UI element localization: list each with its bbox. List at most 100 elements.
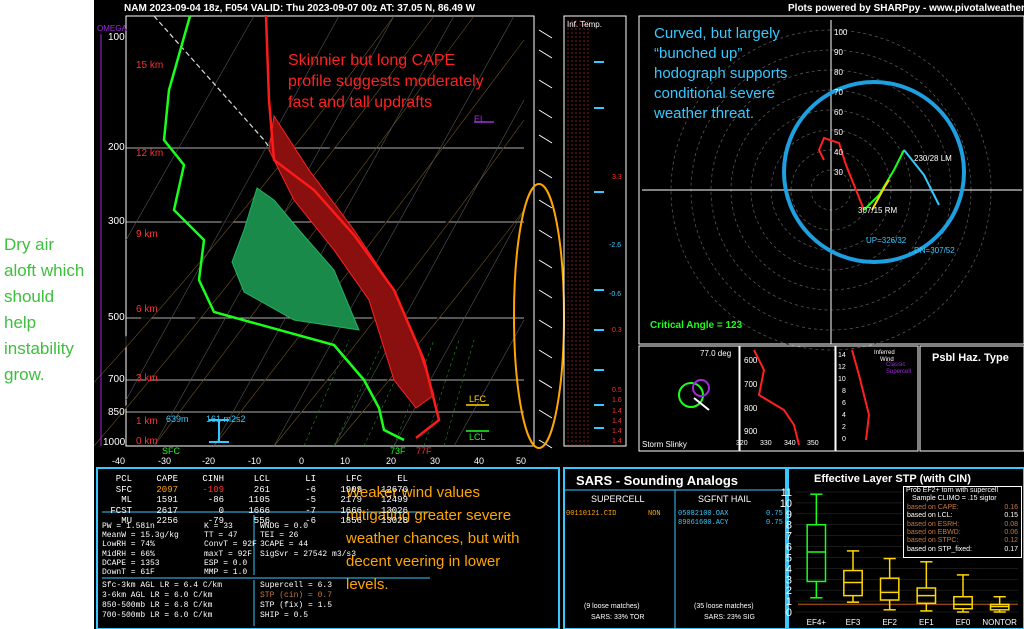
indices-col-2: K = 33 TT = 47 ConvT = 92F maxT = 92F ES… bbox=[204, 522, 257, 577]
sfc-td-label: 73F bbox=[390, 446, 406, 456]
parcel-cell: 12670 bbox=[380, 484, 408, 495]
lfc-label: LFC bbox=[469, 394, 487, 404]
theta-y-tick: 700 bbox=[744, 380, 758, 389]
p-tick-1000: 1000 bbox=[103, 437, 126, 448]
inferred-wind-frame bbox=[835, 345, 919, 452]
h-161-label: 161 m2s2 bbox=[206, 414, 246, 424]
h-label-3: 3 km bbox=[136, 373, 158, 384]
stp-prob-row: based on EBWD: 0.06 bbox=[904, 529, 1021, 537]
parcel-cell: 1909 bbox=[340, 484, 362, 495]
hodo-ring-label: 90 bbox=[834, 48, 843, 57]
theta-trace bbox=[753, 349, 800, 446]
parcel-cell: 1666 bbox=[248, 505, 270, 516]
parcel-table: PCL CAPE CINH LCL LI LFC EL SFC 2097 -10… bbox=[102, 474, 432, 527]
sars-hail-value: 0.75 bbox=[766, 510, 783, 518]
inf-temp-value: -2.6 bbox=[609, 242, 622, 249]
stp-prob-value: 0.08 bbox=[1004, 520, 1018, 528]
stp-box bbox=[806, 523, 827, 583]
p-tick-200: 200 bbox=[108, 142, 125, 153]
index-value: TT = 47 bbox=[204, 531, 238, 541]
index-value: PW = 1.58in bbox=[102, 522, 155, 531]
t-tick: 40 bbox=[474, 456, 485, 466]
parcel-row: MU 2256 -79 556 -6 1856 13026 bbox=[102, 516, 432, 527]
dcape-shading bbox=[231, 187, 360, 331]
dewpoint-trace bbox=[162, 15, 405, 442]
sars-frame bbox=[563, 467, 787, 629]
index-value: DCAPE = 1353 bbox=[102, 558, 160, 568]
hodo-ring-label: 70 bbox=[834, 88, 843, 97]
inf-temp-label: Inf. Temp. bbox=[567, 20, 602, 29]
inf-temp-value: 3.3 bbox=[612, 174, 622, 181]
wind-y-tick: 12 bbox=[838, 364, 846, 371]
wind-highlight-ellipse bbox=[513, 183, 565, 449]
parcel-cell: 1591 bbox=[156, 495, 178, 505]
stp-category-label: EF3 bbox=[846, 618, 861, 627]
slinky-angle: 77.0 deg bbox=[700, 349, 732, 358]
wind-y-tick: 14 bbox=[838, 352, 846, 359]
sars-hail-loose: (35 loose matches) bbox=[694, 603, 754, 610]
hodo-dn-label: DN=307/52 bbox=[914, 246, 955, 255]
p-tick-500: 500 bbox=[108, 312, 125, 323]
stp-prob-value: 0.06 bbox=[1004, 529, 1018, 537]
parcel-cell: MU bbox=[121, 516, 132, 526]
sars-hail-value: 0.75 bbox=[766, 519, 783, 527]
wind-annotation: Weaker wind values mitigating greater se… bbox=[346, 484, 520, 593]
t-tick: 10 bbox=[340, 456, 351, 466]
index-value: MidRH = 66% bbox=[102, 549, 155, 559]
stp-prob-line: based on STPC: bbox=[907, 537, 959, 545]
parcel-cell: 261 bbox=[253, 484, 270, 495]
stp-y-tick: 5 bbox=[786, 552, 792, 564]
hodograph-annotation: Curved, but largely “bunched up” hodogra… bbox=[654, 25, 788, 122]
stp-category-label: EF0 bbox=[956, 618, 971, 627]
index-value: ConvT = 92F bbox=[204, 540, 257, 550]
temperature-trace bbox=[264, 15, 441, 439]
parcel-row: ML 1591 -86 1105 -5 2179 12499 bbox=[102, 495, 432, 506]
h-label-6: 6 km bbox=[136, 304, 158, 315]
stp-prob-value: 0.16 bbox=[1004, 503, 1018, 511]
parcel-cell: 2256 bbox=[156, 516, 178, 526]
composite-value: STP (fix) = 1.5 bbox=[260, 601, 333, 610]
parcel-cell: -109 bbox=[202, 484, 224, 495]
theta-y-tick: 800 bbox=[744, 404, 758, 413]
composites: Supercell = 6.3 STP (cin) = 0.7 STP (fix… bbox=[260, 581, 332, 621]
parcel-cell: 1856 bbox=[340, 516, 362, 526]
credit-text: Plots powered by SHARPpy - www.pivotalwe… bbox=[788, 3, 1024, 14]
parcel-cell: 1666 bbox=[340, 505, 362, 516]
theta-frame bbox=[739, 345, 836, 452]
parcel-header: EL bbox=[397, 474, 408, 484]
composite-value: SHIP = 0.5 bbox=[260, 611, 309, 620]
stp-y-tick: 11 bbox=[781, 487, 792, 499]
dry-air-annotation: Dry air aloft which should help instabil… bbox=[4, 235, 85, 384]
theta-x-tick: 330 bbox=[760, 440, 772, 447]
stp-prob-row: based on CAPE: 0.16 bbox=[904, 504, 1021, 512]
psbl-haz-frame bbox=[919, 345, 1024, 452]
parcel-cell: -79 bbox=[207, 516, 224, 526]
hodo-up-label: UP=326/32 bbox=[866, 236, 907, 245]
stp-y-tick: 6 bbox=[786, 542, 792, 554]
sars-hail-match: 89061600.ACY bbox=[678, 519, 729, 527]
sars-sc-pct: SARS: 33% TOR bbox=[591, 614, 645, 621]
parcel-row: FCST 2617 0 1666 -7 1666 13026 bbox=[102, 506, 432, 517]
inf-temp-value: 1.4 bbox=[612, 408, 622, 415]
sounding-title: NAM 2023-09-04 18z, F054 VALID: Thu 2023… bbox=[124, 3, 476, 14]
omega-label: OMEGA bbox=[97, 24, 127, 33]
h-label-12: 12 km bbox=[136, 148, 164, 159]
sars-sc-loose: (9 loose matches) bbox=[584, 603, 640, 610]
h-label-1: 1 km bbox=[136, 416, 158, 427]
parcel-cell: -7 bbox=[305, 505, 316, 516]
index-value: 3CAPE = 44 bbox=[260, 540, 309, 550]
stp-y-tick: 3 bbox=[786, 574, 792, 586]
sars-hail-pct: SARS: 23% SIG bbox=[704, 614, 755, 621]
psbl-haz-label: Psbl Haz. Type bbox=[932, 352, 1009, 364]
wind-y-tick: 8 bbox=[842, 388, 846, 395]
theta-x-tick: 340 bbox=[784, 440, 796, 447]
h-label-9: 9 km bbox=[136, 229, 158, 240]
stp-category-label: EF4+ bbox=[807, 618, 827, 627]
stp-category-label: EF2 bbox=[882, 618, 897, 627]
parcel-header: LI bbox=[305, 474, 316, 484]
p-tick-850: 850 bbox=[108, 407, 125, 418]
hodo-ring-label: 40 bbox=[834, 148, 843, 157]
sars-supercell-label: SUPERCELL bbox=[591, 494, 645, 504]
inf-temp-value: 1.6 bbox=[612, 397, 622, 404]
